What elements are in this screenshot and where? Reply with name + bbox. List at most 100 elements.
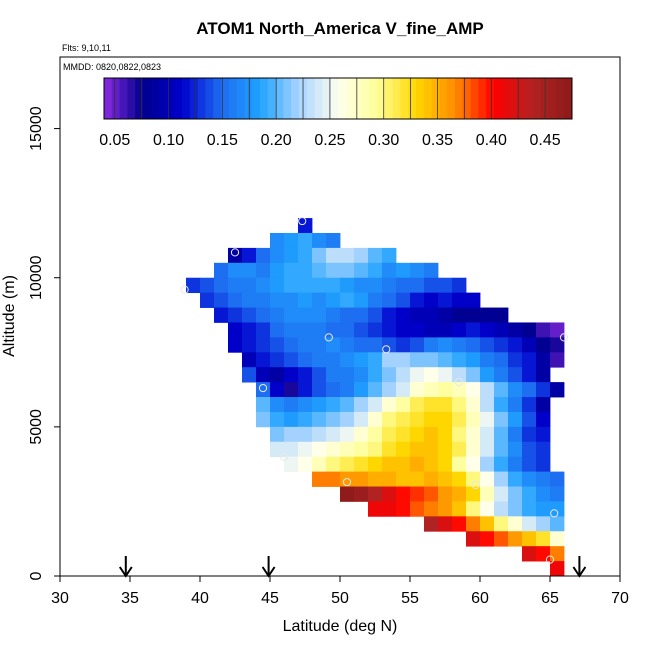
heatmap-cell <box>270 426 285 443</box>
heatmap-cell <box>522 397 537 413</box>
heatmap-cell <box>452 486 467 502</box>
heatmap-cell <box>340 456 355 473</box>
heatmap-cell <box>536 367 551 383</box>
colorbar-tick-label: 0.45 <box>530 132 561 149</box>
heatmap-cell <box>312 441 327 458</box>
heatmap-cell <box>438 337 453 353</box>
heatmap-cell <box>312 411 327 428</box>
heatmap-cell <box>214 277 229 294</box>
heatmap-cell <box>480 382 495 398</box>
heatmap-cell <box>326 277 341 294</box>
heatmap-cell <box>508 531 523 547</box>
sample-marker <box>279 452 289 461</box>
heatmap-cell <box>298 337 313 353</box>
heatmap-cell <box>312 426 327 443</box>
colorbar-segment <box>548 78 557 119</box>
x-tick-label: 55 <box>401 590 419 607</box>
heatmap-cell <box>284 322 299 338</box>
heatmap-cell <box>522 486 537 502</box>
y-tick-label: 15000 <box>28 106 45 151</box>
heatmap-cell <box>466 397 481 413</box>
heatmap-cell <box>340 397 355 413</box>
heatmap-cell <box>466 501 481 517</box>
heatmap-cell <box>494 441 509 458</box>
heatmap-cell <box>550 337 565 353</box>
heatmap-cell <box>284 456 299 473</box>
heatmap-cell <box>438 426 453 443</box>
heatmap-cell <box>466 292 481 308</box>
heatmap-cell <box>270 397 285 413</box>
heatmap-cell <box>452 322 467 338</box>
heatmap-cell <box>410 411 425 428</box>
heatmap-cell <box>410 501 425 517</box>
heatmap-cell <box>256 307 271 323</box>
heatmap-cell <box>382 471 397 487</box>
heatmap-cell <box>284 411 299 428</box>
heatmap-cell <box>522 426 537 443</box>
heatmap-cell <box>410 277 425 294</box>
heatmap-cell <box>284 352 299 368</box>
colorbar-segment <box>236 78 245 119</box>
sample-marker <box>545 555 555 564</box>
heatmap-cell <box>424 292 439 308</box>
heatmap-cell <box>550 501 565 517</box>
colorbar-segment <box>205 78 214 119</box>
heatmap-cell <box>382 352 397 368</box>
heatmap-cell <box>368 486 383 502</box>
y-tick-label: 0 <box>28 571 45 580</box>
heatmap-cell <box>312 337 327 353</box>
heatmap-cell <box>354 367 369 383</box>
heatmap-cell <box>382 292 397 308</box>
heatmap-cell <box>508 382 523 398</box>
x-tick-label: 35 <box>121 590 139 607</box>
heatmap-cell <box>242 277 257 294</box>
heatmap-cell <box>326 456 341 473</box>
heatmap-cell <box>438 292 453 308</box>
heatmap-cell <box>438 367 453 383</box>
sample-marker <box>298 216 307 226</box>
heatmap-cell <box>466 307 481 323</box>
heatmap-cell <box>354 486 369 502</box>
heatmap-cell <box>354 247 369 264</box>
heatmap-cell <box>508 322 523 338</box>
heatmap-cell <box>354 456 369 473</box>
colorbar-segment <box>556 78 565 119</box>
heatmap-cell <box>382 456 397 473</box>
heatmap-cell <box>536 546 551 562</box>
heatmap-cell <box>396 367 411 383</box>
colorbar-segment <box>455 78 464 119</box>
heatmap-cell <box>382 307 397 323</box>
heatmap-cell <box>242 322 257 338</box>
heatmap-cell <box>312 307 327 323</box>
heatmap-cell <box>256 322 271 338</box>
heatmap-cell <box>508 397 523 413</box>
heatmap-cell <box>410 292 425 308</box>
heatmap-cell <box>284 337 299 353</box>
heatmap-cell <box>508 456 523 473</box>
sample-marker <box>559 333 569 342</box>
heatmap-cell <box>466 352 481 368</box>
heatmap-cell <box>480 322 495 338</box>
colorbar-frame <box>103 77 573 120</box>
colorbar-segment <box>369 78 378 119</box>
heatmap-cell <box>522 441 537 458</box>
heatmap-cell <box>326 307 341 323</box>
heatmap-cell <box>340 471 355 487</box>
heatmap-cell <box>508 471 523 487</box>
heatmap-cell <box>466 531 481 547</box>
heatmap-cell <box>494 501 509 517</box>
heatmap-cell <box>340 426 355 443</box>
heatmap-cell <box>382 322 397 338</box>
heatmap-cell <box>298 426 313 443</box>
heatmap-cell <box>396 397 411 413</box>
x-tick-label: 30 <box>51 590 69 607</box>
flights-note: Flts: 9,10,11 <box>62 43 111 53</box>
heatmap-cell <box>340 441 355 458</box>
heatmap-cell <box>424 501 439 517</box>
heatmap-cell <box>298 382 313 398</box>
heatmap-cell <box>536 456 551 473</box>
heatmap-cell <box>354 352 369 368</box>
x-tick-label: 70 <box>611 590 629 607</box>
colorbar-segment <box>267 78 277 119</box>
x-tick-label: 45 <box>261 590 279 607</box>
